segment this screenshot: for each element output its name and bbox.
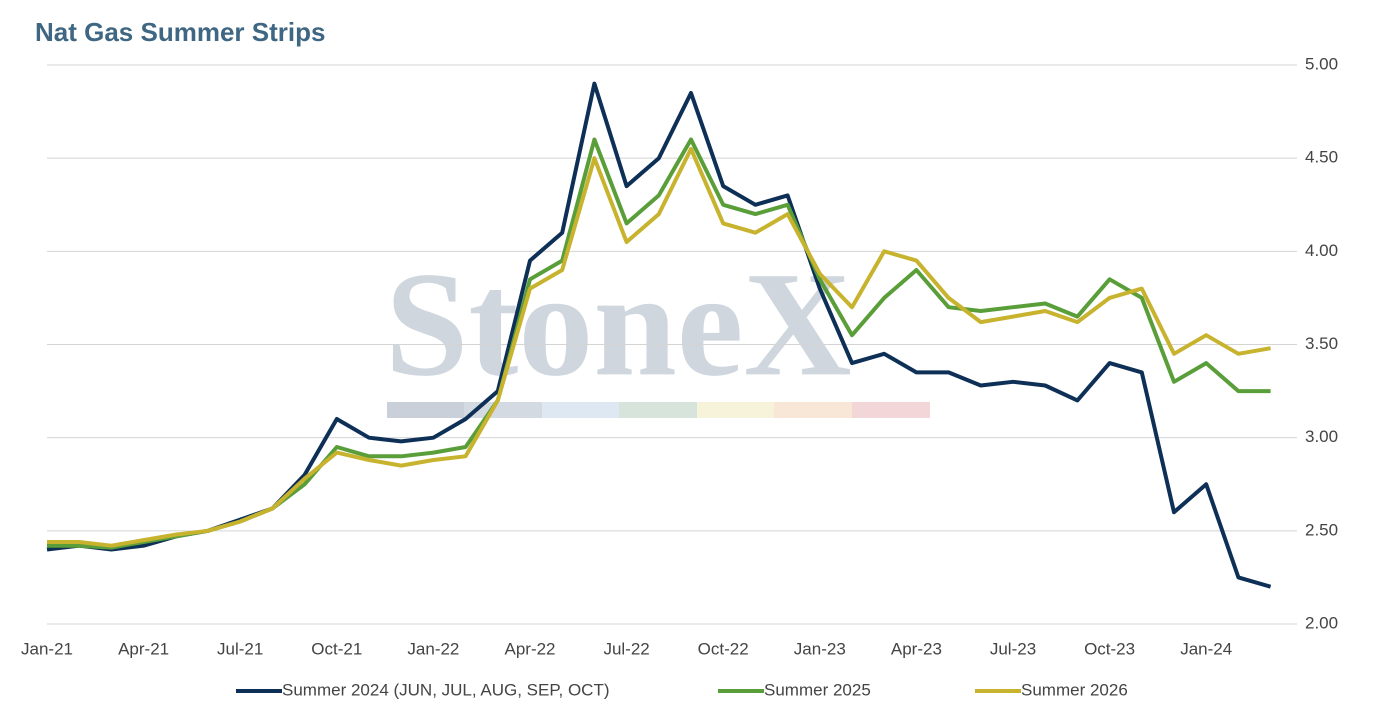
- y-tick-label: 5.00: [1305, 54, 1338, 73]
- x-tick-label: Apr-22: [504, 639, 555, 658]
- x-tick-label: Apr-23: [891, 639, 942, 658]
- x-tick-label: Apr-21: [118, 639, 169, 658]
- x-tick-label: Jul-22: [603, 639, 649, 658]
- x-tick-label: Jan-23: [794, 639, 846, 658]
- y-tick-label: 2.00: [1305, 613, 1338, 632]
- watermark: StoneX: [385, 241, 852, 407]
- x-tick-label: Oct-21: [311, 639, 362, 658]
- y-tick-label: 2.50: [1305, 520, 1338, 539]
- legend-label: Summer 2026: [1021, 680, 1128, 699]
- x-tick-label: Jul-21: [217, 639, 263, 658]
- x-tick-label: Jul-23: [990, 639, 1036, 658]
- y-tick-label: 3.50: [1305, 334, 1338, 353]
- chart-title: Nat Gas Summer Strips: [35, 17, 325, 47]
- y-tick-label: 4.00: [1305, 241, 1338, 260]
- legend-label: Summer 2024 (JUN, JUL, AUG, SEP, OCT): [282, 680, 610, 699]
- x-tick-label: Jan-22: [407, 639, 459, 658]
- x-tick-label: Oct-22: [698, 639, 749, 658]
- x-tick-label: Jan-24: [1180, 639, 1232, 658]
- series-line: [47, 146, 1271, 548]
- x-tick-label: Jan-21: [21, 639, 73, 658]
- y-tick-label: 4.50: [1305, 148, 1338, 167]
- legend-label: Summer 2025: [764, 680, 871, 699]
- y-tick-label: 3.00: [1305, 427, 1338, 446]
- x-tick-label: Oct-23: [1084, 639, 1135, 658]
